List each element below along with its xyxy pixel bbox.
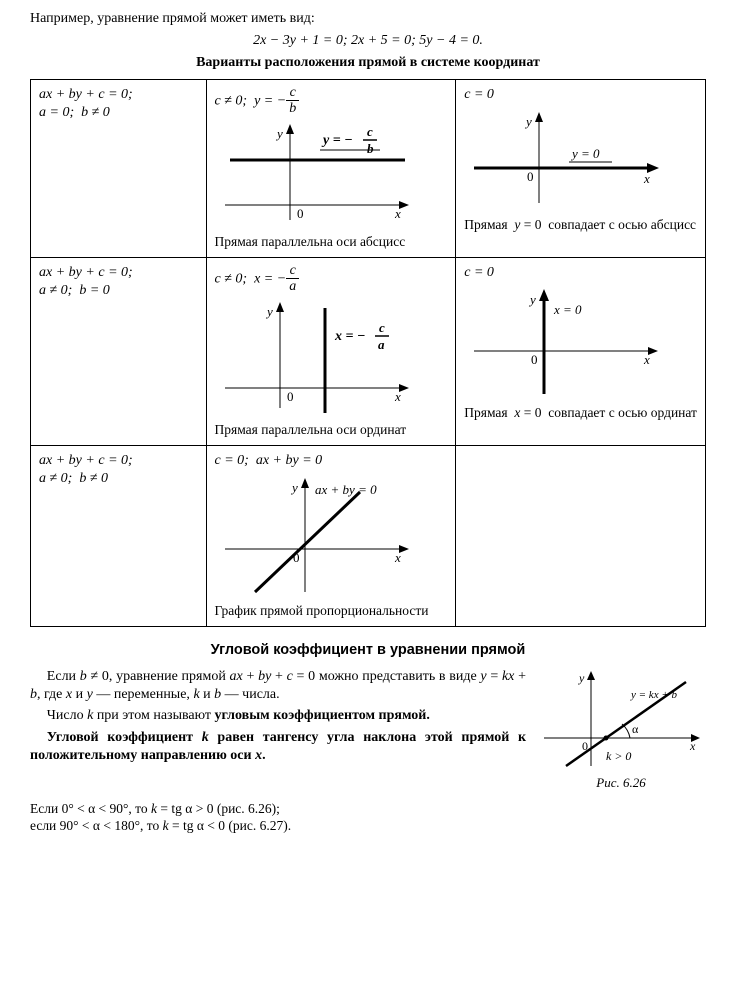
figure-6-26: y x 0 α y = kx + b k > 0 Рис. 6.26: [536, 668, 706, 792]
svg-text:ax + by = 0: ax + by = 0: [315, 482, 377, 497]
svg-text:y: y: [524, 114, 532, 129]
cell-condition: c ≠ 0; x = −ca: [215, 264, 448, 294]
cell-condition: c = 0: [464, 86, 697, 104]
graph-vertical-line: y x 0 x = − c a: [215, 298, 415, 418]
table-row: ax + by + c = 0; a ≠ 0; b = 0 c ≠ 0; x =…: [31, 257, 706, 445]
graph-slope: y x 0 α y = kx + b k > 0: [536, 668, 704, 773]
svg-text:b: b: [367, 141, 374, 156]
graph-y-axis: y x 0 x = 0: [464, 286, 664, 401]
svg-text:x: x: [394, 389, 401, 404]
after-lines: Если 0° < α < 90°, то k = tg α > 0 (рис.…: [30, 800, 706, 835]
cell-description: Прямая y = 0 совпадает с осью абсцисс: [464, 217, 697, 234]
intro-text: Например, уравнение прямой может иметь в…: [30, 10, 706, 28]
table-title: Варианты расположения прямой в системе к…: [30, 54, 706, 72]
table-row: ax + by + c = 0; a = 0; b ≠ 0 c ≠ 0; y =…: [31, 79, 706, 257]
cell-condition: ax + by + c = 0; a ≠ 0; b = 0: [39, 264, 198, 300]
svg-text:0: 0: [287, 389, 294, 404]
svg-text:y = kx + b: y = kx + b: [630, 689, 677, 701]
equation-examples: 2x − 3y + 1 = 0; 2x + 5 = 0; 5y − 4 = 0.: [30, 32, 706, 50]
svg-text:y: y: [578, 671, 585, 685]
svg-text:c: c: [367, 124, 373, 139]
svg-text:y = 0: y = 0: [570, 146, 600, 161]
figure-caption: Рис. 6.26: [536, 775, 706, 792]
cell-condition: c = 0; ax + by = 0: [215, 452, 448, 470]
cell-condition: ax + by + c = 0; a = 0; b ≠ 0: [39, 86, 198, 122]
svg-text:x: x: [394, 550, 401, 565]
svg-text:0: 0: [531, 352, 538, 367]
cell-description: Прямая параллельна оси абсцисс: [215, 234, 448, 251]
svg-text:0: 0: [527, 169, 534, 184]
svg-text:y: y: [528, 292, 536, 307]
svg-text:x: x: [643, 171, 650, 186]
svg-text:a: a: [378, 337, 385, 352]
graph-horizontal-line: y x 0 y = − c b: [215, 120, 415, 230]
svg-text:k > 0: k > 0: [606, 749, 631, 763]
cell-condition: ax + by + c = 0; a ≠ 0; b ≠ 0: [39, 452, 198, 488]
cell-description: Прямая x = 0 совпадает с осью ординат: [464, 405, 697, 422]
section-title: Угловой коэффициент в уравнении прямой: [30, 641, 706, 660]
bottom-section: Если b ≠ 0, уравнение прямой ax + by + c…: [30, 668, 706, 792]
table-row: ax + by + c = 0; a ≠ 0; b ≠ 0 c = 0; ax …: [31, 446, 706, 627]
svg-text:x = 0: x = 0: [553, 302, 582, 317]
svg-text:c: c: [379, 320, 385, 335]
svg-text:α: α: [632, 722, 639, 736]
svg-text:x: x: [643, 352, 650, 367]
graph-x-axis: y x 0 y = 0: [464, 108, 664, 213]
svg-text:x = −: x = −: [334, 329, 365, 344]
cell-description: График прямой пропорциональности: [215, 603, 448, 620]
layout-table: ax + by + c = 0; a = 0; b ≠ 0 c ≠ 0; y =…: [30, 79, 706, 628]
svg-text:0: 0: [297, 206, 304, 221]
svg-text:x: x: [689, 739, 696, 753]
cell-description: Прямая параллельна оси ординат: [215, 422, 448, 439]
svg-text:y = −: y = −: [321, 133, 353, 148]
svg-text:y: y: [290, 480, 298, 495]
graph-diagonal: y x 0 ax + by = 0: [215, 474, 415, 599]
svg-text:y: y: [265, 304, 273, 319]
bottom-text: Если b ≠ 0, уравнение прямой ax + by + c…: [30, 668, 526, 792]
cell-condition: c = 0: [464, 264, 697, 282]
cell-condition: c ≠ 0; y = −cb: [215, 86, 448, 116]
svg-text:y: y: [275, 126, 283, 141]
svg-text:x: x: [394, 206, 401, 221]
